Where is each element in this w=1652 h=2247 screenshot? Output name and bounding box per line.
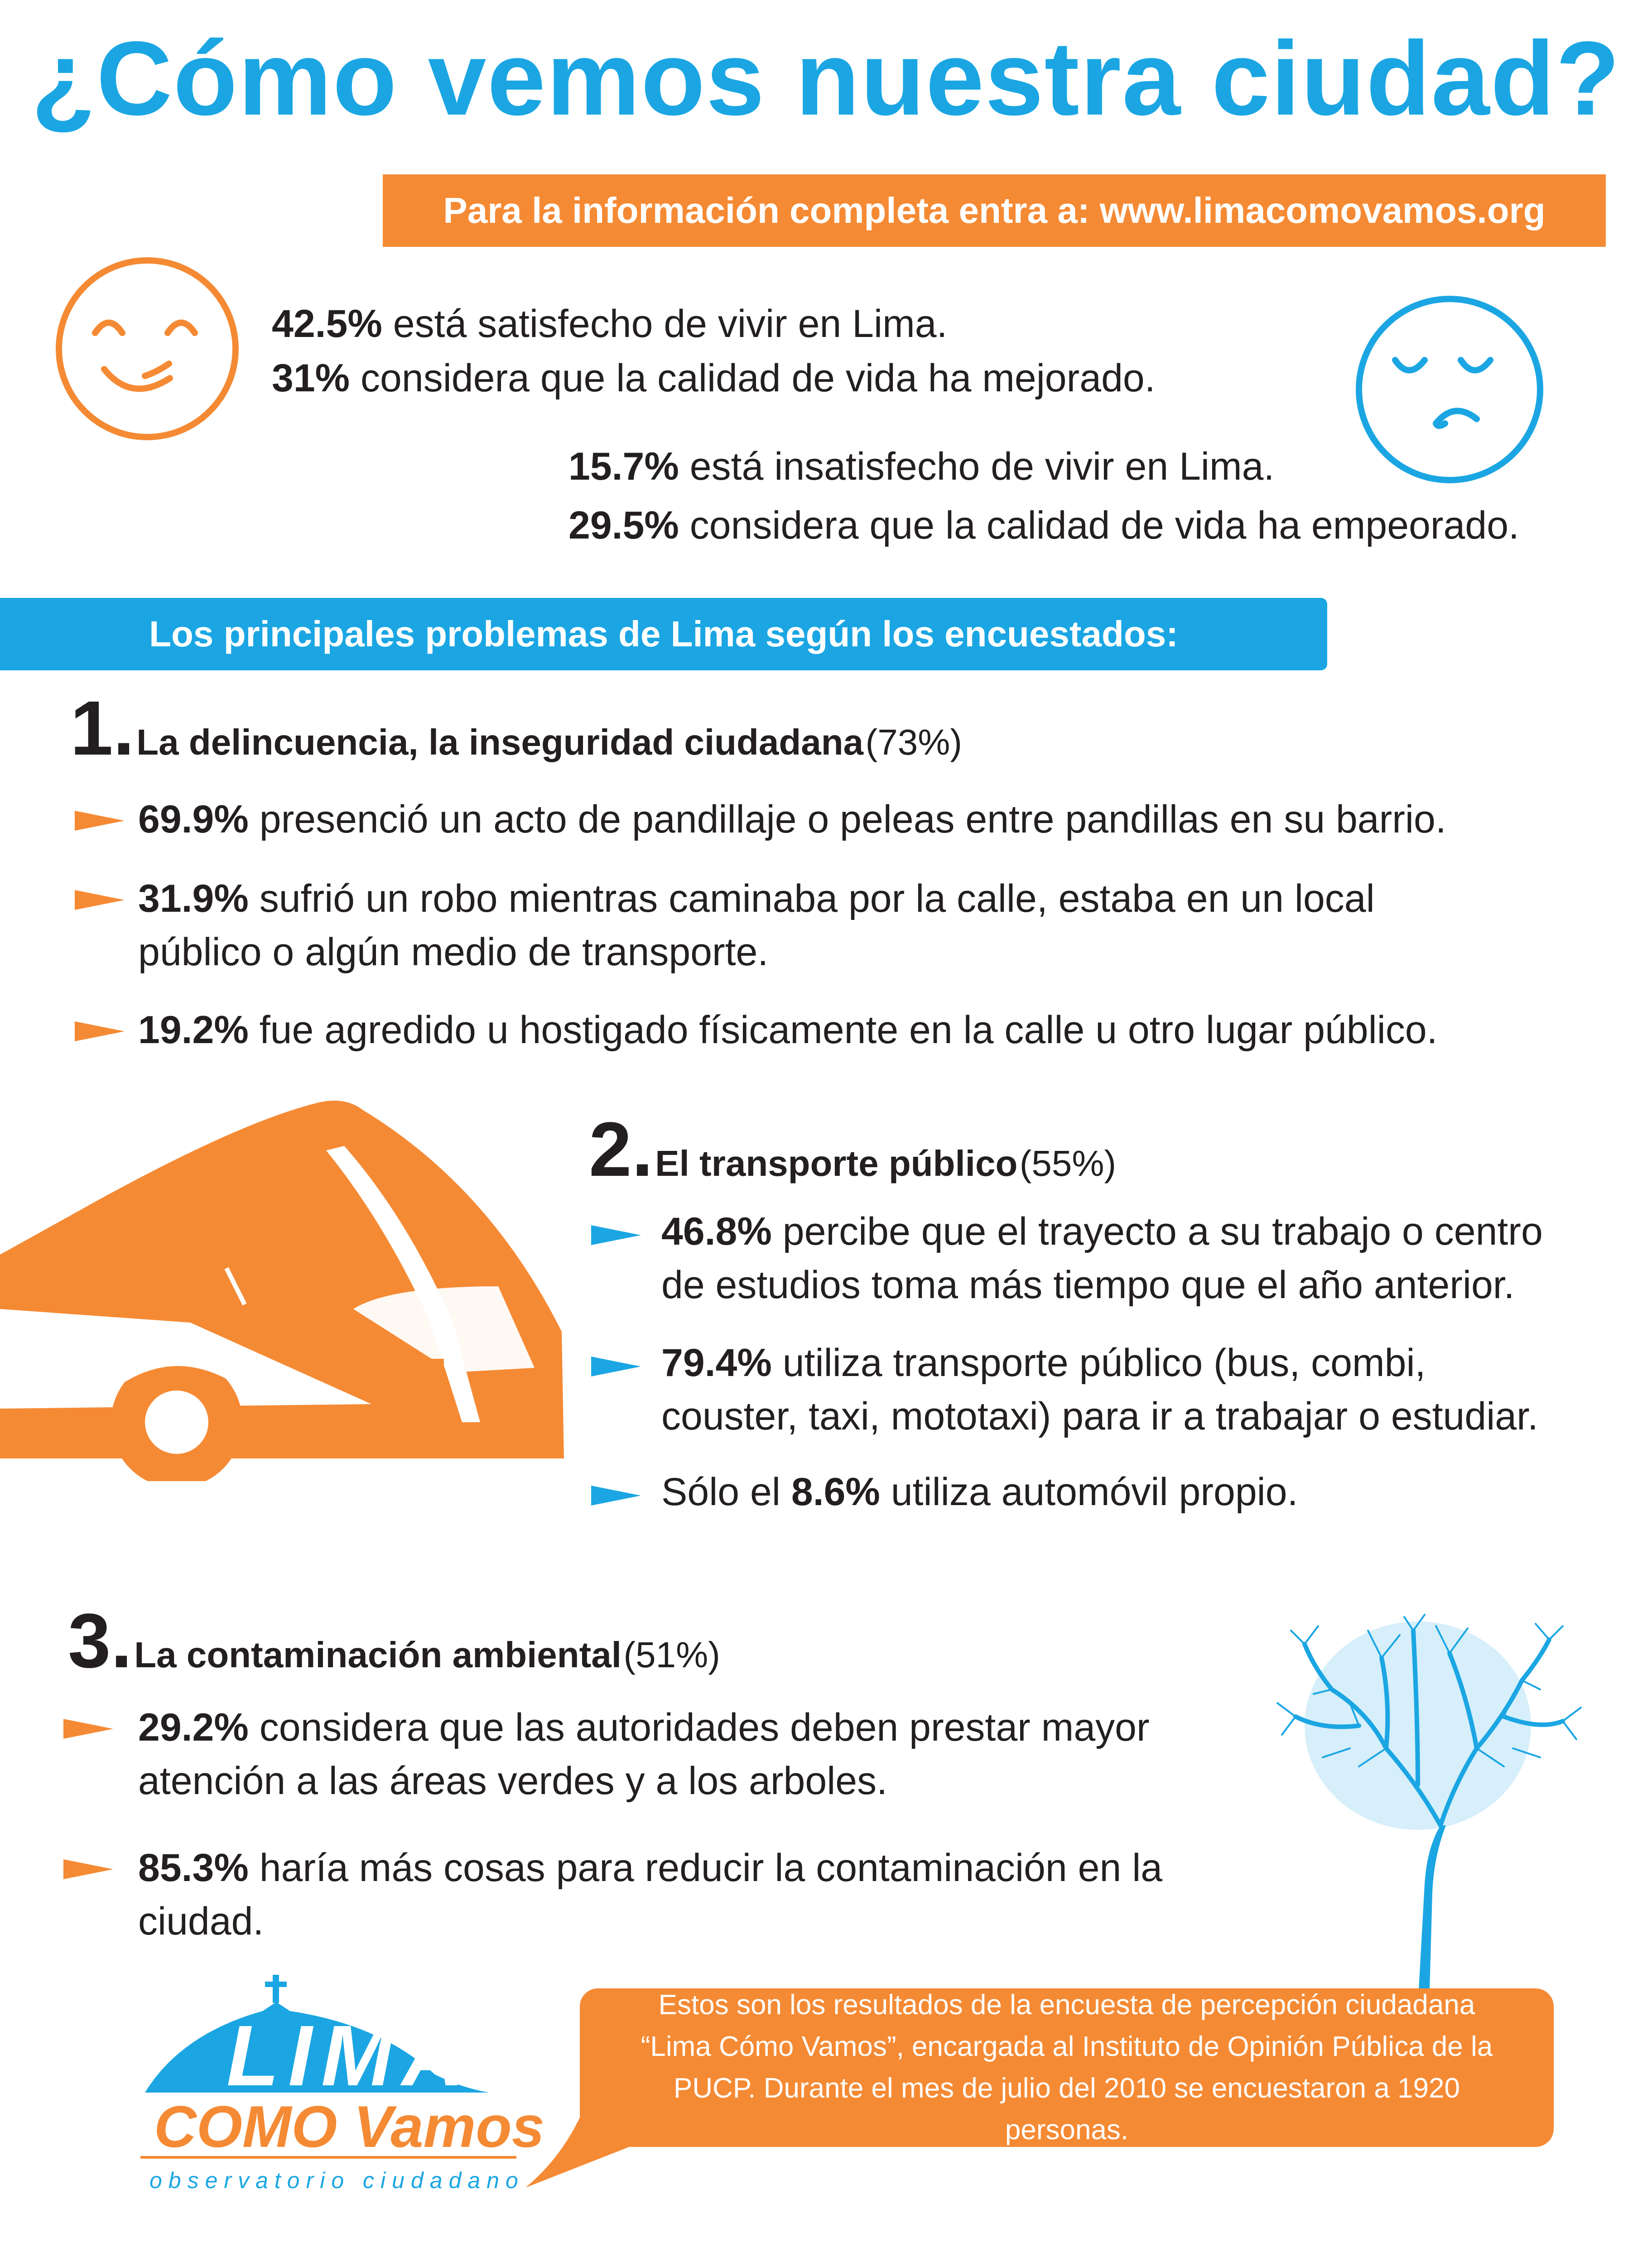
bullet-text: utiliza automóvil propio. [891, 1470, 1298, 1514]
problems-heading: Los principales problemas de Lima según … [0, 598, 1327, 670]
bullet-pct: 79.4% [661, 1341, 772, 1385]
arrow-bullet-icon [75, 811, 125, 831]
arrow-bullet-icon [591, 1225, 641, 1245]
stat-dissatisfied: 15.7% está insatisfecho de vivir en Lima… [568, 442, 1274, 491]
problem-title: La contaminación ambiental [134, 1635, 622, 1675]
stat-worsened: 29.5% considera que la calidad de vida h… [568, 500, 1519, 550]
bullet-item: 69.9% presenció un acto de pandillaje o … [138, 793, 1588, 846]
arrow-bullet-icon [591, 1486, 641, 1506]
stat-text: considera que la calidad de vida ha mejo… [361, 356, 1156, 400]
stat-improved: 31% considera que la calidad de vida ha … [272, 353, 1156, 403]
bullet-prefix: Sólo el [661, 1470, 780, 1514]
bullet-pct: 69.9% [138, 798, 249, 841]
bullet-pct: 8.6% [791, 1470, 880, 1514]
stat-text: considera que la calidad de vida ha empe… [689, 504, 1519, 547]
bullet-text: couster, taxi, mototaxi) para ir a traba… [661, 1395, 1538, 1438]
page-title: ¿Cómo vemos nuestra ciudad? [31, 20, 1621, 137]
problem-number: 1. [70, 685, 135, 771]
bullet-text: percibe que el trayecto a su trabajo o c… [782, 1210, 1543, 1253]
problem-title: La delincuencia, la inseguridad ciudadan… [136, 722, 864, 762]
stat-pct: 29.5% [568, 504, 679, 547]
bullet-text: atención a las áreas verdes y a los arbo… [138, 1759, 888, 1803]
bullet-item: 29.2% considera que las autoridades debe… [138, 1701, 1271, 1808]
lima-como-vamos-logo: LIMA COMO Vamos observatorio ciudadano [127, 1975, 544, 2210]
problem-2-heading: 2. El transporte público (55%) [589, 1105, 1116, 1194]
logo-observatorio-text: observatorio ciudadano [149, 2168, 525, 2193]
bullet-text: fue agredido u hostigado físicamente en … [259, 1008, 1438, 1052]
bullet-item: Sólo el 8.6% utiliza automóvil propio. [661, 1465, 1613, 1519]
arrow-bullet-icon [63, 1859, 113, 1879]
logo-como-vamos-text: COMO Vamos [154, 2093, 545, 2160]
bullet-text: público o algún medio de transporte. [138, 930, 769, 974]
bullet-item: 46.8% percibe que el trayecto a su traba… [661, 1205, 1613, 1312]
problem-number: 2. [589, 1107, 653, 1193]
arrow-bullet-icon [63, 1719, 113, 1739]
url-banner: Para la información completa entra a: ww… [383, 174, 1606, 247]
sad-face-icon [1356, 296, 1543, 483]
stat-pct: 42.5% [272, 302, 382, 346]
stat-text: está satisfecho de vivir en Lima. [393, 302, 948, 346]
bullet-pct: 29.2% [138, 1706, 249, 1749]
problem-title: El transporte público [655, 1143, 1018, 1184]
problem-3-heading: 3. La contaminación ambiental (51%) [68, 1597, 720, 1685]
bullet-pct: 31.9% [138, 877, 249, 920]
bullet-pct: 46.8% [661, 1210, 772, 1253]
arrow-bullet-icon [75, 1021, 125, 1041]
problem-pct: (55%) [1019, 1143, 1117, 1184]
arrow-bullet-icon [591, 1357, 641, 1376]
footer-note: Estos son los resultados de la encuesta … [641, 1989, 1493, 2146]
stat-satisfied: 42.5% está satisfecho de vivir en Lima. [272, 299, 947, 349]
arrow-bullet-icon [75, 890, 125, 910]
bullet-item: 31.9% sufrió un robo mientras caminaba p… [138, 872, 1588, 979]
stat-pct: 15.7% [568, 445, 679, 488]
problem-pct: (51%) [623, 1635, 720, 1675]
bullet-item: 19.2% fue agredido u hostigado físicamen… [138, 1003, 1588, 1057]
problem-1-heading: 1. La delincuencia, la inseguridad ciuda… [70, 684, 962, 773]
bullet-text: sufrió un robo mientras caminaba por la … [259, 877, 1375, 920]
bullet-text: haría más cosas para reducir la contamin… [259, 1846, 1163, 1890]
happy-face-icon [56, 257, 239, 440]
logo-mound-icon [140, 1975, 516, 2159]
bullet-item: 79.4% utiliza transporte público (bus, c… [661, 1336, 1613, 1443]
problem-number: 3. [68, 1598, 132, 1684]
footer-note-box: Estos son los resultados de la encuesta … [580, 1988, 1554, 2147]
stat-text: está insatisfecho de vivir en Lima. [689, 445, 1275, 488]
bullet-pct: 85.3% [138, 1846, 249, 1890]
bullet-text: considera que las autoridades deben pres… [259, 1706, 1150, 1749]
bullet-pct: 19.2% [138, 1008, 249, 1052]
tree-illustration [1276, 1614, 1582, 2006]
bullet-text: de estudios toma más tiempo que el año a… [661, 1263, 1515, 1307]
stat-pct: 31% [272, 356, 350, 400]
logo-lima-text: LIMA [226, 2008, 473, 2104]
bus-illustration [0, 1101, 564, 1481]
problem-pct: (73%) [865, 722, 962, 762]
bullet-text: utiliza transporte público (bus, combi, [782, 1341, 1426, 1385]
bullet-item: 85.3% haría más cosas para reducir la co… [138, 1841, 1271, 1948]
bullet-text: ciudad. [138, 1900, 264, 1943]
bullet-text: presenció un acto de pandillaje o peleas… [259, 798, 1446, 841]
